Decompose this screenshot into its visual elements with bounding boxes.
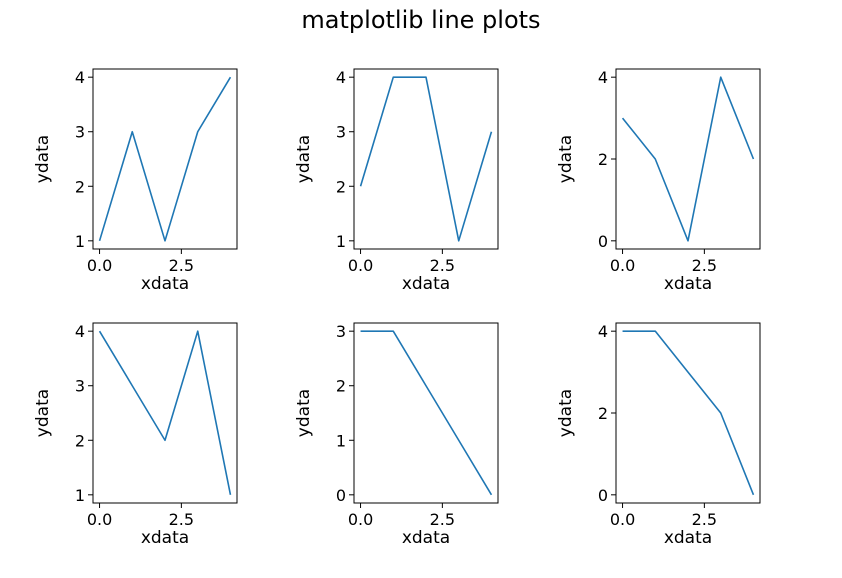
series-line [621, 76, 755, 242]
y-axis-label: ydata [556, 135, 576, 183]
x-tick-label: 0.0 [610, 510, 635, 529]
y-tick-label: 2 [336, 177, 346, 196]
y-axis-label: ydata [294, 389, 314, 437]
y-tick-label: 2 [75, 177, 85, 196]
x-axis-label: xdata [664, 528, 712, 548]
x-axis-label: xdata [141, 274, 189, 294]
subplot-1: 0.0 2.5 1 2 3 4 xdata ydata [33, 68, 238, 294]
y-tick-label: 4 [598, 68, 608, 87]
y-axis-label: ydata [556, 389, 576, 437]
x-tick-label: 2.5 [692, 256, 717, 275]
x-tick-label: 2.5 [430, 510, 455, 529]
subplot-2: 0.0 2.5 1 2 3 4 xdata ydata [294, 68, 499, 294]
x-axis-label: xdata [141, 528, 189, 548]
y-tick-label: 3 [75, 123, 85, 142]
subplot-5: 0.0 2.5 0 1 2 3 xdata ydata [294, 322, 499, 548]
y-tick-label: 2 [598, 150, 608, 169]
x-axis-label: xdata [402, 274, 450, 294]
y-tick-label: 3 [336, 123, 346, 142]
x-tick-label: 0.0 [610, 256, 635, 275]
y-tick-label: 4 [75, 68, 85, 87]
y-tick-label: 1 [75, 232, 85, 251]
axes-frame [615, 68, 761, 250]
subplot-6: 0.0 2.5 0 2 4 xdata ydata [556, 322, 761, 548]
x-tick-label: 0.0 [348, 510, 373, 529]
y-tick-label: 2 [75, 431, 85, 450]
x-tick-label: 0.0 [87, 510, 112, 529]
axes-frame [92, 322, 238, 504]
y-tick-label: 0 [336, 486, 346, 505]
y-tick-label: 0 [598, 486, 608, 505]
series-line [98, 330, 232, 495]
axes-frame [92, 68, 238, 250]
x-tick-label: 0.0 [87, 256, 112, 275]
y-tick-label: 3 [336, 322, 346, 341]
y-tick-label: 0 [598, 232, 608, 251]
x-tick-label: 2.5 [169, 510, 194, 529]
series-line [98, 76, 232, 242]
axes-frame [353, 68, 499, 250]
x-tick-label: 0.0 [348, 256, 373, 275]
y-tick-label: 3 [75, 377, 85, 396]
subplot-4: 0.0 2.5 1 2 3 4 xdata ydata [33, 322, 238, 548]
x-tick-label: 2.5 [169, 256, 194, 275]
y-axis-label: ydata [33, 389, 53, 437]
y-tick-label: 1 [75, 486, 85, 505]
x-tick-label: 2.5 [430, 256, 455, 275]
axes-frame [615, 322, 761, 504]
subplot-3: 0.0 2.5 0 2 4 xdata ydata [556, 68, 761, 294]
y-tick-label: 2 [336, 377, 346, 396]
x-tick-label: 2.5 [692, 510, 717, 529]
series-line [622, 330, 755, 496]
y-axis-label: ydata [33, 135, 53, 183]
y-tick-label: 2 [598, 404, 608, 423]
y-tick-label: 1 [336, 232, 346, 251]
x-axis-label: xdata [402, 528, 450, 548]
axes-frame [353, 322, 499, 504]
y-tick-label: 4 [598, 322, 608, 341]
series-line [360, 330, 493, 496]
y-tick-label: 4 [336, 68, 346, 87]
y-tick-label: 4 [75, 322, 85, 341]
y-axis-label: ydata [294, 135, 314, 183]
figure-title: matplotlib line plots [301, 6, 541, 34]
y-tick-label: 1 [336, 431, 346, 450]
series-line [359, 76, 493, 242]
x-axis-label: xdata [664, 274, 712, 294]
